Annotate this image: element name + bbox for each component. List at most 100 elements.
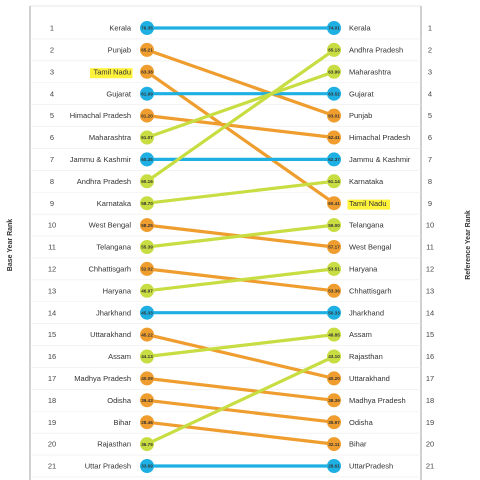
base-rank-number: 19 <box>48 418 56 427</box>
base-value-label: 55.39 <box>141 245 153 250</box>
base-rank-number: 7 <box>50 155 54 164</box>
base-state-label: Punjab <box>108 46 131 55</box>
base-value-node <box>140 349 154 364</box>
reference-value-node <box>327 64 341 79</box>
reference-rank-number: 17 <box>426 374 434 383</box>
base-value-node <box>140 240 154 254</box>
reference-value-label: 63.99 <box>328 70 340 75</box>
reference-state-label: UttarPradesh <box>349 462 393 471</box>
base-value-node <box>140 152 154 167</box>
reference-value-label: 63.52 <box>328 91 340 96</box>
reference-state-label: Jharkhand <box>349 308 384 317</box>
base-value-label: 58.25 <box>141 223 153 228</box>
base-value-label: 40.09 <box>141 376 153 381</box>
reference-value-node <box>327 261 341 276</box>
reference-value-node <box>327 415 341 430</box>
base-value-node <box>140 327 154 342</box>
reference-value-node <box>327 21 341 35</box>
reference-state-label: Jammu & Kashmir <box>349 155 411 164</box>
reference-value-node <box>327 130 341 145</box>
reference-state-label: Tamil Nadu <box>349 199 387 208</box>
reference-rank-number: 9 <box>428 199 432 208</box>
reference-state-label: Maharashtra <box>349 67 392 76</box>
base-state-label: Tamil Nadu <box>93 67 131 76</box>
base-value-node <box>140 21 154 35</box>
base-value-label: 46.97 <box>141 289 153 294</box>
slope-line <box>145 48 336 183</box>
base-state-label: Assam <box>108 352 131 361</box>
base-value-node <box>140 459 154 473</box>
reference-state-label: Haryana <box>349 265 378 274</box>
reference-rank-number: 7 <box>428 155 432 164</box>
reference-state-label: Karnataka <box>349 177 384 186</box>
base-value-label: 61.99 <box>141 91 153 96</box>
base-rank-number: 10 <box>48 221 56 230</box>
base-rank-number: 8 <box>50 177 54 186</box>
reference-rank-number: 6 <box>428 133 432 142</box>
reference-value-node <box>327 305 341 320</box>
slope-line <box>145 267 336 293</box>
reference-value-node <box>327 327 341 342</box>
slope-line <box>145 113 336 140</box>
reference-state-label: West Bengal <box>349 243 392 252</box>
base-rank-number: 15 <box>48 330 56 339</box>
base-value-label: 63.38 <box>141 70 153 75</box>
base-value-node <box>140 196 154 211</box>
base-state-label: Bihar <box>113 418 131 427</box>
reference-rank-number: 19 <box>426 418 434 427</box>
reference-value-label: 32.11 <box>328 442 340 447</box>
reference-rank-number: 16 <box>426 352 434 361</box>
base-value-label: 44.13 <box>141 354 153 359</box>
reference-value-label: 57.17 <box>328 245 340 250</box>
reference-rank-number: 5 <box>428 111 432 120</box>
base-rank-number: 18 <box>48 396 56 405</box>
base-value-label: 60.16 <box>141 179 153 184</box>
base-state-label: Odisha <box>107 396 132 405</box>
base-value-node <box>140 261 154 276</box>
base-value-label: 52.02 <box>141 267 153 272</box>
reference-value-node <box>327 86 341 101</box>
reference-value-label: 50.33 <box>328 310 340 315</box>
reference-value-node <box>327 283 341 298</box>
reference-value-node <box>327 459 341 473</box>
base-value-node <box>140 108 154 123</box>
base-value-node <box>140 371 154 386</box>
reference-value-node <box>327 218 341 233</box>
reference-value-node <box>327 174 341 189</box>
base-state-label: Andhra Pradesh <box>77 177 131 186</box>
base-state-label: Jammu & Kashmir <box>70 155 132 164</box>
base-rank-number: 2 <box>50 46 54 55</box>
base-rank-number: 12 <box>48 265 56 274</box>
highlight-box <box>347 199 390 210</box>
reference-value-label: 53.51 <box>328 267 340 272</box>
base-value-label: 65.21 <box>141 48 153 53</box>
base-value-label: 61.07 <box>141 135 153 140</box>
reference-value-label: 63.01 <box>328 113 340 118</box>
base-value-label: 28.46 <box>141 420 153 425</box>
base-rank-number: 1 <box>50 24 54 33</box>
reference-value-node <box>327 152 341 167</box>
reference-rank-number: 15 <box>426 330 434 339</box>
base-value-label: 36.79 <box>141 442 153 447</box>
slope-line <box>145 70 336 140</box>
right-axis-title: Reference Year Rank <box>465 210 472 280</box>
reference-state-label: Kerala <box>349 24 372 33</box>
reference-value-node <box>327 393 341 408</box>
base-rank-number: 9 <box>50 199 54 208</box>
reference-value-label: 62.41 <box>328 135 340 140</box>
base-value-node <box>140 393 154 408</box>
slope-line <box>145 354 336 446</box>
base-state-label: Kerala <box>109 24 132 33</box>
slope-line <box>145 48 336 118</box>
base-state-label: Haryana <box>103 286 132 295</box>
base-state-label: Uttarakhand <box>90 330 131 339</box>
reference-value-label: 74.01 <box>328 26 340 31</box>
base-value-label: 61.20 <box>141 113 153 118</box>
reference-value-label: 48.85 <box>328 332 340 337</box>
reference-state-label: Madhya Pradesh <box>349 396 406 405</box>
base-state-label: Karnataka <box>97 199 132 208</box>
reference-rank-number: 20 <box>426 440 434 449</box>
reference-rank-number: 18 <box>426 396 434 405</box>
reference-value-node <box>327 349 341 364</box>
